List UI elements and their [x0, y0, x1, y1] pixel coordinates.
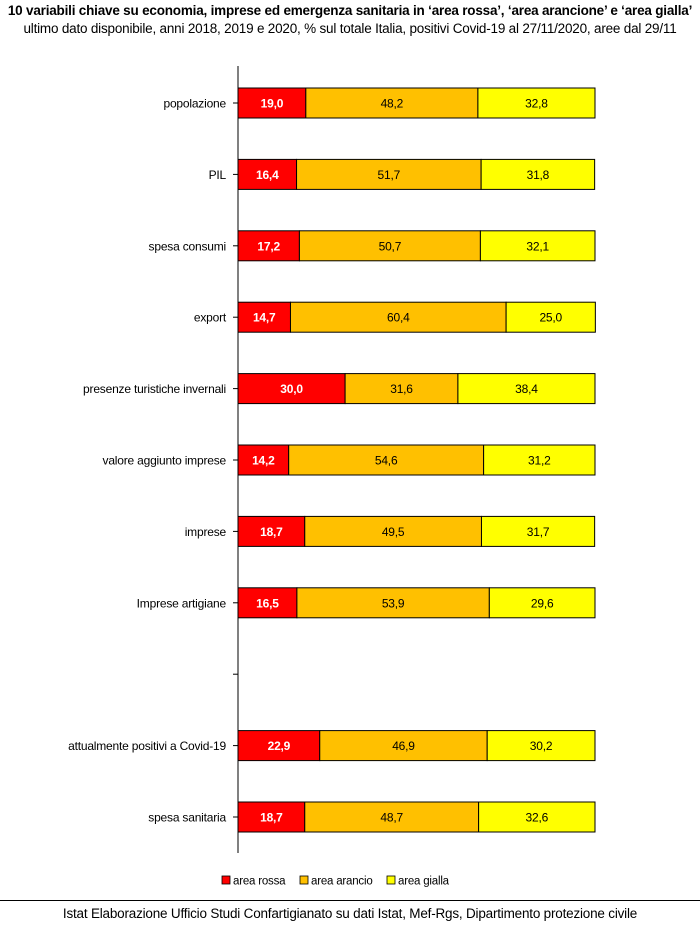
- category-label: attualmente positivi a Covid-19: [68, 739, 226, 753]
- data-label: 18,7: [260, 811, 283, 825]
- data-label: 32,8: [525, 97, 548, 111]
- data-label: 32,1: [526, 239, 549, 253]
- chart-subtitle: ultimo dato disponibile, anni 2018, 2019…: [23, 21, 677, 36]
- legend-swatch-area-arancio: [299, 875, 309, 885]
- data-label: 31,7: [527, 525, 550, 539]
- category-label: spesa sanitaria: [148, 811, 226, 825]
- bar-segment-area-rossa: [237, 587, 298, 619]
- data-label: 50,7: [379, 239, 402, 253]
- bar-segment-area-arancio: [298, 230, 481, 262]
- legend-swatch-area-gialla: [386, 875, 396, 885]
- footer-divider: [0, 900, 700, 901]
- bar-segment-area-gialla: [478, 801, 596, 833]
- category-label: imprese: [185, 525, 227, 539]
- category-label: spesa consumi: [149, 239, 226, 253]
- bar-segment-area-rossa: [237, 730, 321, 762]
- data-label: 19,0: [261, 97, 284, 111]
- bar-segment-area-arancio: [296, 158, 482, 190]
- chart-title: 10 variabili chiave su economia, imprese…: [7, 3, 693, 18]
- data-label: 48,7: [380, 811, 403, 825]
- data-label: 31,8: [527, 168, 550, 182]
- legend-swatch-area-rossa: [221, 875, 231, 885]
- category-label: popolazione: [163, 97, 226, 111]
- legend-label: area rossa: [233, 876, 286, 888]
- data-label: 30,2: [530, 739, 553, 753]
- category-label: presenze turistiche invernali: [83, 382, 226, 396]
- legend-label: area arancio: [311, 876, 373, 888]
- bar-segment-area-rossa: [237, 87, 307, 119]
- data-label: 29,6: [531, 596, 554, 610]
- data-label: 51,7: [378, 168, 401, 182]
- data-label: 48,2: [381, 97, 404, 111]
- data-label: 16,4: [256, 168, 279, 182]
- bar-segment-area-gialla: [505, 301, 596, 333]
- data-label: 60,4: [387, 311, 410, 325]
- bar-segment-area-gialla: [483, 444, 596, 476]
- bar-segment-area-gialla: [480, 515, 596, 547]
- bar-segment-area-gialla: [457, 373, 596, 405]
- bar-segment-area-arancio: [296, 587, 490, 619]
- data-label: 17,2: [257, 239, 280, 253]
- data-label: 14,7: [253, 311, 276, 325]
- bar-segment-area-gialla: [486, 730, 596, 762]
- data-label: 25,0: [539, 311, 562, 325]
- bar-segment-area-gialla: [479, 230, 596, 262]
- data-label: 31,2: [528, 454, 551, 468]
- bar-segment-area-gialla: [480, 158, 596, 190]
- data-label: 31,6: [390, 382, 413, 396]
- bar-segment-area-gialla: [488, 587, 596, 619]
- data-label: 18,7: [260, 525, 283, 539]
- data-label: 54,6: [375, 454, 398, 468]
- bar-segment-area-arancio: [304, 801, 480, 833]
- data-label: 53,9: [382, 596, 405, 610]
- data-label: 49,5: [382, 525, 405, 539]
- category-label: export: [194, 311, 227, 325]
- data-label: 14,2: [252, 454, 275, 468]
- category-label: valore aggiunto imprese: [103, 454, 227, 468]
- data-label: 30,0: [280, 382, 303, 396]
- bar-segment-area-rossa: [237, 230, 300, 262]
- bar-segment-area-arancio: [319, 730, 488, 762]
- category-label: PIL: [209, 168, 227, 182]
- category-label: Imprese artigiane: [137, 596, 227, 610]
- data-label: 16,5: [256, 596, 279, 610]
- source-note: Istat Elaborazione Ufficio Studi Confart…: [62, 906, 638, 921]
- bar-segment-area-arancio: [288, 444, 485, 476]
- legend-label: area gialla: [398, 876, 450, 888]
- data-label: 46,9: [392, 739, 415, 753]
- data-label: 22,9: [268, 739, 291, 753]
- stacked-bar-chart: popolazione 19,0 48,2 32,8 PIL 16,4 51,7 31,8 sp…: [68, 66, 596, 888]
- bar-segment-area-gialla: [477, 87, 596, 119]
- data-label: 32,6: [526, 811, 549, 825]
- bar-segment-area-arancio: [289, 301, 507, 333]
- bar-segment-area-arancio: [305, 87, 479, 119]
- data-label: 38,4: [515, 382, 538, 396]
- bar-segment-area-rossa: [237, 373, 346, 405]
- bar-segment-area-arancio: [304, 515, 482, 547]
